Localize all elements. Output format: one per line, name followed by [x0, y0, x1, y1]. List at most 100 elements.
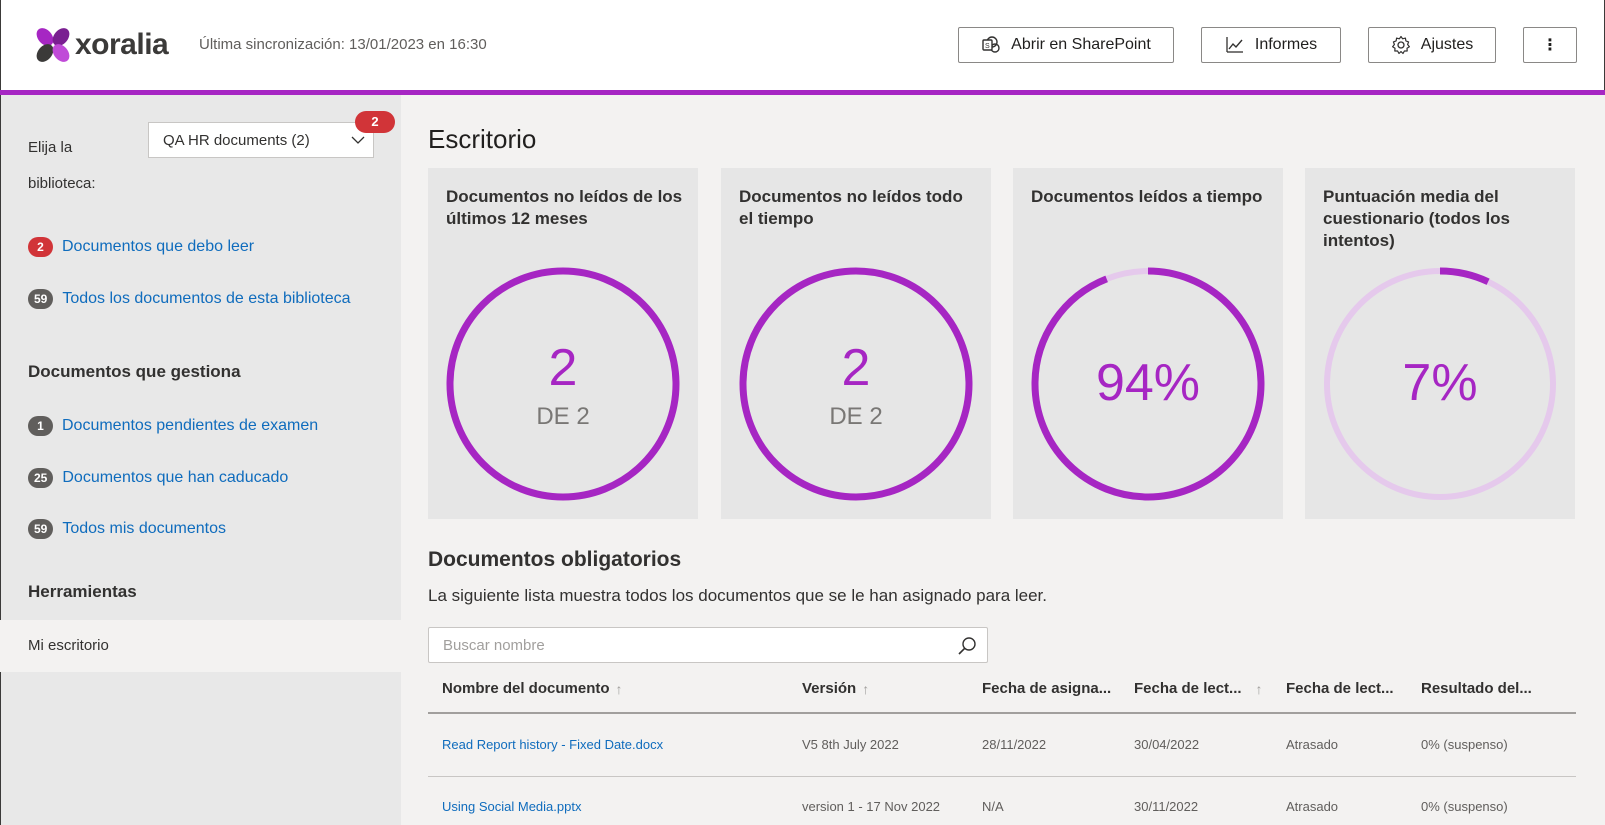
card-value: 2 — [841, 339, 871, 397]
count-badge: 1 — [28, 416, 53, 436]
column-header-version[interactable]: Versión ↑ — [802, 680, 869, 697]
progress-ring — [739, 267, 973, 501]
column-header-label: Fecha de asigna... — [982, 680, 1112, 697]
settings-label: Ajustes — [1420, 36, 1474, 53]
progress-ring — [1323, 267, 1557, 501]
more-options-button[interactable]: ⋮ — [1523, 27, 1577, 63]
sharepoint-icon: S — [982, 36, 1000, 53]
count-badge: 59 — [28, 289, 54, 309]
read-date: 30/04/2022 — [1134, 737, 1200, 752]
column-header-label: Nombre del documento — [442, 680, 610, 697]
column-header-label: Resultado del... — [1421, 680, 1532, 697]
column-header-label: Fecha de lect... — [1134, 680, 1242, 697]
nav-docs-to-read-label: Documentos que debo leer — [62, 238, 255, 255]
last-sync-text: Última sincronización: 13/01/2023 en 16:… — [199, 36, 487, 53]
progress-ring-arc — [739, 267, 973, 501]
column-header-read-date-1[interactable]: Fecha de lect... ↑ — [1134, 680, 1263, 697]
quiz-result: 0% (suspenso) — [1421, 737, 1508, 752]
stat-card-unread-12-months: Documentos no leídos de los últimos 12 m… — [428, 168, 698, 519]
nav-expired-docs-label: Documentos que han caducado — [62, 469, 289, 486]
reports-label: Informes — [1254, 36, 1318, 53]
sort-arrow-icon: ↑ — [862, 680, 870, 697]
section-title: Documentos obligatorios — [428, 548, 682, 571]
assign-date: 28/11/2022 — [982, 737, 1047, 752]
progress-ring-arc — [1323, 267, 1557, 501]
manage-heading: Documentos que gestiona — [28, 362, 241, 381]
more-options-icon: ⋮ — [1542, 37, 1558, 54]
nav-all-library-docs[interactable]: 59 Todos los documentos de esta bibliote… — [28, 289, 351, 309]
nav-pending-review-label: Documentos pendientes de examen — [62, 417, 319, 434]
stat-card-quiz-score: Puntuación media del cuestionario (todos… — [1305, 168, 1575, 519]
nav-all-my-docs[interactable]: 59 Todos mis documentos — [28, 519, 226, 539]
card-value: 7% — [1402, 354, 1478, 412]
column-header-label: Fecha de lect... — [1286, 680, 1394, 697]
svg-text:S: S — [985, 43, 990, 50]
card-subvalue: DE 2 — [829, 403, 883, 430]
card-title: Documentos leídos a tiempo — [1031, 187, 1263, 206]
settings-button[interactable]: Ajustes — [1368, 27, 1496, 63]
progress-ring — [1031, 267, 1265, 501]
card-title: Puntuación media del cuestionario (todos… — [1323, 187, 1511, 250]
nav-all-my-docs-label: Todos mis documentos — [62, 520, 226, 537]
nav-all-library-docs-label: Todos los documentos de esta biblioteca — [62, 290, 351, 307]
document-version: V5 8th July 2022 — [802, 737, 899, 752]
document-name-link[interactable]: Using Social Media.pptx — [442, 799, 582, 814]
stat-card-read-on-time: Documentos leídos a tiempo 94% — [1013, 168, 1283, 519]
read-date: 30/11/2022 — [1134, 799, 1199, 814]
column-header-result[interactable]: Resultado del... — [1421, 680, 1532, 697]
progress-ring-arc — [1031, 267, 1265, 501]
column-header-label: Versión — [802, 680, 857, 697]
open-sharepoint-label: Abrir en SharePoint — [1011, 36, 1151, 53]
column-header-assign-date[interactable]: Fecha de asigna... — [982, 680, 1111, 697]
nav-pending-review[interactable]: 1 Documentos pendientes de examen — [28, 416, 318, 436]
card-title: Documentos no leídos todo el tiempo — [739, 187, 963, 228]
chart-line-icon — [1226, 37, 1243, 53]
open-sharepoint-button[interactable]: S Abrir en SharePoint — [958, 27, 1174, 63]
section-description: La siguiente lista muestra todos los doc… — [428, 586, 1048, 605]
xoralia-logo[interactable]: xoralia — [33, 26, 169, 64]
search-box — [428, 627, 988, 663]
count-badge: 2 — [28, 237, 53, 257]
nav-docs-to-read[interactable]: 2 Documentos que debo leer — [28, 237, 254, 257]
table-header: Nombre del documento ↑ Versión ↑ Fecha d… — [428, 670, 1576, 714]
accent-bar — [0, 90, 1605, 95]
search-icon[interactable] — [957, 636, 977, 656]
card-title: Documentos no leídos de los últimos 12 m… — [446, 187, 683, 228]
sort-arrow-icon: ↑ — [615, 680, 623, 697]
library-notification-badge: 2 — [355, 111, 395, 133]
count-badge: 59 — [28, 519, 54, 539]
nav-expired-docs[interactable]: 25 Documentos que han caducado — [28, 468, 288, 488]
reports-button[interactable]: Informes — [1201, 27, 1341, 63]
top-bar: xoralia Última sincronización: 13/01/202… — [0, 0, 1605, 92]
xoralia-logo-icon — [36, 28, 70, 62]
card-subvalue: DE 2 — [536, 403, 590, 430]
progress-ring — [446, 267, 680, 501]
library-label: Elija la biblioteca: — [28, 139, 96, 192]
quiz-result: 0% (suspenso) — [1421, 799, 1508, 814]
document-version: version 1 - 17 Nov 2022 — [802, 799, 941, 814]
assign-date: N/A — [982, 799, 1004, 814]
column-header-name[interactable]: Nombre del documento ↑ — [442, 680, 623, 697]
card-value: 94% — [1095, 354, 1201, 412]
count-badge: 25 — [28, 468, 54, 488]
page-title: Escritorio — [428, 124, 537, 154]
table-row: Using Social Media.pptx version 1 - 17 N… — [428, 777, 1576, 825]
column-header-read-date-2[interactable]: Fecha de lect... — [1286, 680, 1394, 697]
read-status: Atrasado — [1286, 799, 1339, 814]
sort-arrow-icon: ↑ — [1255, 680, 1263, 697]
nav-my-desktop[interactable]: Mi escritorio — [0, 620, 401, 672]
library-select[interactable]: QA HR documents (2) — [148, 122, 374, 158]
logo-text: xoralia — [75, 28, 169, 61]
gear-icon — [1391, 35, 1410, 55]
progress-ring-arc — [446, 267, 680, 501]
tools-heading: Herramientas — [28, 582, 137, 601]
chevron-down-icon — [351, 136, 365, 144]
sidebar — [0, 95, 401, 825]
search-input[interactable] — [429, 628, 929, 662]
document-name-link[interactable]: Read Report history - Fixed Date.docx — [442, 737, 664, 752]
library-selected-value: QA HR documents (2) — [163, 132, 310, 149]
table-row: Read Report history - Fixed Date.docx V5… — [428, 715, 1576, 777]
read-status: Atrasado — [1286, 737, 1339, 752]
card-value: 2 — [548, 339, 578, 397]
stat-card-unread-all-time: Documentos no leídos todo el tiempo 2 DE… — [721, 168, 991, 519]
